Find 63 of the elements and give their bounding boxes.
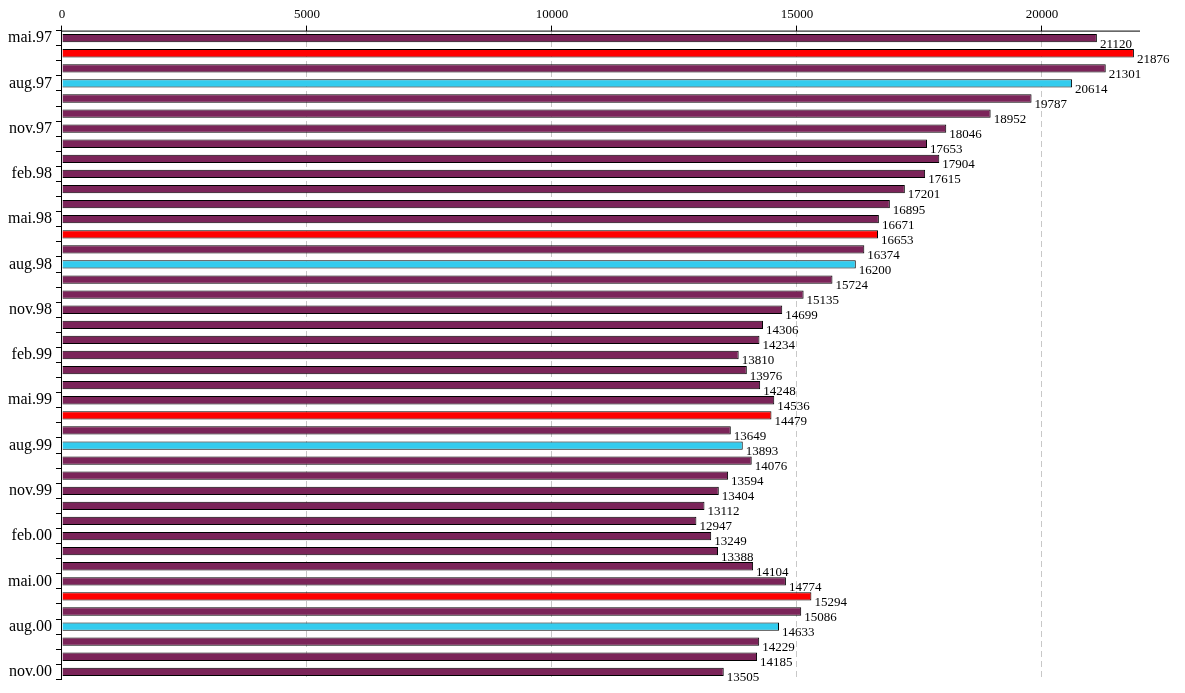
data-label: 14536 (777, 397, 811, 413)
data-label: 17904 (942, 156, 976, 172)
data-label: 17653 (930, 141, 963, 157)
y-tick-label: nov.98 (9, 299, 52, 317)
data-label: 13249 (714, 533, 747, 549)
data-label: 14479 (774, 412, 807, 428)
data-label: 14185 (760, 654, 793, 670)
data-label: 14306 (765, 322, 799, 338)
data-label: 13594 (731, 473, 765, 489)
y-tick-label: nov.99 (9, 481, 52, 498)
data-label: 14076 (754, 458, 788, 474)
data-label: 21301 (1108, 65, 1142, 81)
y-tick-label: aug.97 (8, 73, 52, 92)
data-label: 14234 (762, 337, 796, 353)
data-label: 15724 (835, 276, 869, 292)
data-label: 13388 (721, 548, 754, 564)
y-tick-label: mai.00 (7, 571, 52, 589)
y-tick-label: mai.99 (7, 390, 52, 408)
data-label: 13976 (749, 367, 783, 383)
y-tick-label: feb.99 (11, 345, 52, 363)
y-tick-label: nov.00 (9, 662, 52, 680)
data-label: 19787 (1034, 95, 1068, 111)
data-label: 13649 (733, 427, 767, 443)
data-label: 14229 (762, 639, 795, 655)
data-label: 14104 (756, 563, 790, 579)
y-tick-label: feb.98 (11, 164, 52, 182)
x-tick-label: 20000 (1025, 6, 1059, 22)
y-tick-label: mai.97 (7, 28, 52, 46)
data-label: 16200 (858, 261, 892, 277)
data-label: 13810 (741, 352, 775, 368)
data-label: 18046 (949, 126, 983, 142)
data-label: 14633 (782, 624, 815, 640)
data-label: 21120 (1099, 35, 1132, 51)
data-label: 14699 (785, 307, 818, 323)
data-label: 13505 (726, 669, 760, 685)
y-tick-label: mai.98 (7, 209, 52, 227)
data-label: 15135 (806, 292, 840, 308)
data-label: 14248 (763, 382, 796, 398)
data-label: 13112 (707, 503, 740, 519)
data-label: 13893 (745, 442, 779, 458)
data-label: 17615 (928, 171, 961, 187)
data-label: 18952 (993, 111, 1027, 127)
x-tick-label: 15000 (780, 6, 814, 22)
x-tick-label: 10000 (535, 6, 569, 22)
x-tick-label: 0 (58, 6, 66, 22)
x-tick-label: 5000 (293, 6, 320, 22)
data-label: 17201 (907, 186, 941, 202)
data-label: 16653 (881, 231, 914, 247)
data-label: 16671 (881, 216, 915, 232)
data-label: 13404 (721, 488, 755, 504)
y-tick-label: nov.97 (9, 118, 52, 136)
y-tick-label: aug.00 (8, 616, 52, 635)
data-label: 20614 (1075, 80, 1109, 96)
y-tick-label: aug.98 (8, 254, 52, 273)
data-label: 15294 (814, 593, 848, 609)
data-label: 15086 (804, 608, 838, 624)
y-tick-label: aug.99 (8, 435, 52, 454)
data-label: 16895 (892, 201, 926, 217)
data-label: 16374 (867, 246, 901, 262)
data-label: 14774 (788, 578, 822, 594)
data-label: 21876 (1136, 50, 1170, 66)
data-label: 12947 (699, 518, 733, 534)
y-tick-label: feb.00 (11, 526, 52, 544)
